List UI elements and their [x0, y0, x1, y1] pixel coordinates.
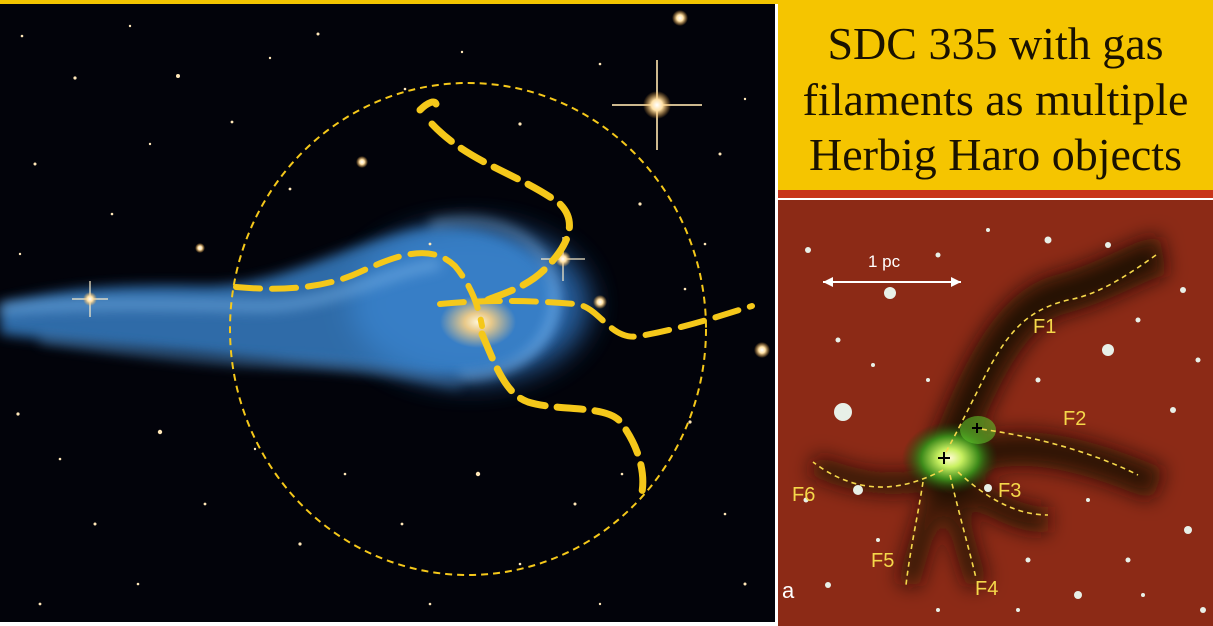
jet-lower [478, 330, 647, 496]
jet-upper [416, 98, 573, 308]
filament-label-f2: F2 [1063, 408, 1087, 430]
jet-right [437, 298, 755, 340]
annotation-overlay [229, 82, 755, 576]
scale-bar [823, 277, 961, 287]
title-line-1: SDC 335 with gas [827, 18, 1164, 69]
star-field [16, 24, 747, 606]
nebula-cloud [0, 217, 590, 388]
jet-left [233, 250, 485, 329]
filament-f5 [905, 481, 924, 586]
nebula-image-panel [0, 4, 775, 622]
inset-stars [803, 228, 1206, 613]
filament-label-f3: F3 [998, 480, 1022, 502]
filament-f6 [812, 461, 944, 488]
title-box: SDC 335 with gas filaments as multiple H… [778, 0, 1213, 195]
scale-bar-label: 1 pc [868, 252, 901, 271]
filament-traces [812, 254, 1157, 586]
boundary-ellipse [229, 82, 707, 576]
filament-f4 [949, 474, 977, 579]
filament-label-f1: F1 [1033, 316, 1057, 338]
panel-letter: a [782, 578, 795, 603]
filament-map-image [778, 200, 1213, 626]
filament-f1 [945, 254, 1157, 453]
title-line-3: Herbig Haro objects [809, 129, 1182, 180]
title-line-2: filaments as multiple [802, 74, 1189, 125]
top-border [0, 0, 1213, 4]
filament-map-inset: 1 pc F1 F2 F3 F4 F5 F6 a [778, 200, 1213, 626]
source-markers [938, 423, 982, 464]
nebula-image [0, 10, 770, 606]
filament-label-f4: F4 [975, 578, 999, 600]
bright-stars [72, 10, 770, 358]
divider-strip [778, 190, 1213, 198]
filament-label-f6: F6 [792, 484, 816, 506]
filament-f2 [972, 427, 1139, 476]
filament-f3 [957, 471, 1049, 516]
filament-label-f5: F5 [871, 550, 895, 572]
